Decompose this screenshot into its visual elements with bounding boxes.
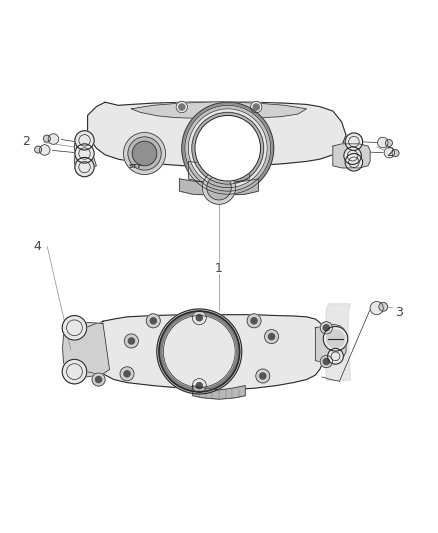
Circle shape [39, 145, 50, 155]
Circle shape [268, 334, 275, 340]
Text: 3: 3 [395, 306, 403, 319]
Circle shape [124, 334, 138, 348]
Polygon shape [315, 324, 346, 363]
Text: 2: 2 [386, 146, 394, 159]
Polygon shape [88, 102, 346, 167]
Polygon shape [74, 138, 96, 170]
Circle shape [256, 369, 270, 383]
Circle shape [392, 150, 399, 157]
Polygon shape [188, 161, 250, 183]
Circle shape [328, 349, 343, 364]
Circle shape [157, 309, 242, 394]
Circle shape [385, 140, 392, 147]
Circle shape [150, 318, 156, 324]
Circle shape [159, 311, 240, 392]
Circle shape [345, 154, 363, 171]
Circle shape [202, 171, 236, 204]
Circle shape [188, 109, 267, 188]
Circle shape [253, 104, 259, 110]
Circle shape [196, 383, 202, 389]
Circle shape [179, 104, 185, 110]
Circle shape [207, 175, 231, 200]
Circle shape [182, 102, 274, 194]
Polygon shape [333, 144, 370, 168]
Circle shape [379, 302, 388, 311]
Circle shape [75, 144, 94, 163]
Circle shape [370, 302, 383, 314]
Circle shape [128, 338, 134, 344]
Polygon shape [342, 138, 361, 167]
Circle shape [265, 329, 279, 344]
Circle shape [195, 115, 261, 181]
Circle shape [163, 316, 235, 387]
Circle shape [124, 371, 130, 377]
Circle shape [192, 112, 264, 184]
Polygon shape [325, 304, 350, 381]
Circle shape [95, 376, 102, 383]
Circle shape [62, 316, 87, 340]
Text: 4: 4 [33, 240, 41, 253]
Text: STT: STT [129, 164, 142, 168]
Circle shape [320, 322, 332, 334]
Circle shape [62, 359, 87, 384]
Circle shape [196, 314, 202, 321]
Circle shape [345, 133, 363, 150]
Circle shape [92, 373, 105, 386]
Circle shape [260, 373, 266, 379]
Circle shape [192, 378, 206, 393]
Circle shape [251, 101, 262, 113]
Circle shape [75, 131, 94, 150]
Circle shape [120, 367, 134, 381]
Circle shape [146, 314, 160, 328]
Circle shape [323, 325, 329, 331]
Circle shape [124, 133, 166, 174]
Polygon shape [180, 179, 258, 196]
Circle shape [384, 147, 395, 158]
Circle shape [128, 137, 161, 170]
Circle shape [43, 135, 50, 142]
Circle shape [176, 101, 187, 113]
Polygon shape [193, 386, 245, 399]
Text: 1: 1 [215, 262, 223, 275]
Circle shape [378, 138, 388, 148]
Circle shape [323, 327, 348, 351]
Circle shape [344, 147, 361, 165]
Circle shape [327, 330, 344, 348]
Circle shape [185, 106, 271, 191]
Circle shape [247, 314, 261, 328]
Circle shape [35, 146, 42, 153]
Circle shape [48, 134, 59, 144]
Circle shape [320, 356, 332, 368]
Polygon shape [92, 314, 326, 390]
Circle shape [192, 311, 206, 325]
Polygon shape [131, 102, 307, 119]
Text: 2: 2 [22, 135, 30, 148]
Circle shape [323, 359, 329, 365]
Polygon shape [63, 322, 110, 377]
Circle shape [132, 141, 157, 166]
Circle shape [251, 318, 257, 324]
Circle shape [75, 157, 94, 177]
